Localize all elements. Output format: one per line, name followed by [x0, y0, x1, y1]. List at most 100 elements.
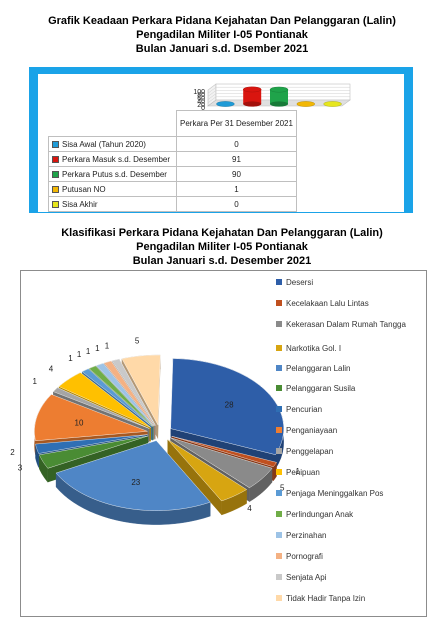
pie-data-label: 23	[131, 478, 140, 487]
legend-swatch	[276, 365, 282, 371]
pie-data-label: 4	[247, 504, 252, 513]
row-label-text: Sisa Awal (Tahun 2020)	[62, 139, 146, 149]
legend-key	[52, 140, 59, 148]
legend-swatch	[276, 279, 282, 285]
legend-swatch	[276, 490, 282, 496]
pie-chart-title: Klasifikasi Perkara Pidana Kejahatan Dan…	[0, 226, 444, 268]
pie-slice	[121, 354, 161, 426]
legend-label: Tidak Hadir Tanpa Izin	[286, 594, 366, 603]
y-tick-label: 60	[197, 95, 205, 102]
legend-swatch	[276, 469, 282, 475]
legend-swatch	[276, 385, 282, 391]
pie-data-label: 1	[296, 467, 301, 476]
legend-swatch	[276, 532, 282, 538]
pie-slice	[171, 436, 277, 468]
pie-data-label: 1	[105, 342, 110, 351]
pie-data-label: 1	[68, 354, 73, 363]
y-tick-label: 40	[197, 99, 205, 106]
pie-slice	[58, 372, 151, 428]
title-line: Bulan Januari s.d. Desember 2021	[132, 255, 312, 267]
legend-swatch	[276, 553, 282, 559]
bar-disc	[216, 101, 235, 107]
pie-slice-edge	[167, 439, 222, 515]
row-label-text: Putusan NO	[62, 184, 106, 194]
table-row: Putusan NO 1	[48, 181, 297, 197]
bar-top	[269, 86, 289, 93]
legend-swatch	[276, 406, 282, 412]
legend-label: Kekerasan Dalam Rumah Tangga	[286, 320, 406, 329]
legend-key	[52, 155, 59, 163]
gridline	[207, 83, 350, 91]
legend-label: Narkotika Gol. I	[286, 344, 342, 353]
table-row-label: Sisa Akhir	[48, 196, 177, 212]
table-row: Perkara Putus s.d. Desember 90	[48, 166, 297, 182]
legend-swatch	[276, 345, 282, 351]
legend-key	[52, 170, 59, 178]
pie-data-label: 1	[33, 377, 38, 386]
title-line: Grafik Keadaan Perkara Pidana Kejahatan …	[48, 15, 396, 27]
legend-swatch	[276, 595, 282, 601]
pie-slice	[35, 434, 148, 454]
legend-label: Pelanggaran Lalin	[286, 364, 351, 373]
legend-swatch	[276, 511, 282, 517]
pie-slice	[39, 435, 149, 469]
gridline	[207, 93, 350, 100]
legend-label: Penipuan	[286, 468, 320, 477]
pie-slice	[52, 387, 150, 429]
bar-chart-title: Grafik Keadaan Perkara Pidana Kejahatan …	[0, 14, 444, 56]
data-table: Perkara Per 31 Desember 2021 Sisa Awal (…	[48, 110, 297, 212]
pie-slice	[170, 437, 273, 488]
title-line: Pengadilan Militer I-05 Pontianak	[136, 241, 308, 253]
legend-label: Penganiayaan	[286, 426, 338, 435]
title-line: Pengadilan Militer I-05 Pontianak	[136, 29, 308, 41]
pie-slice	[88, 365, 154, 427]
legend-label: Perzinahan	[286, 531, 327, 540]
legend-swatch	[276, 321, 282, 327]
legend-label: Kecelakaan Lalu Lintas	[286, 299, 369, 308]
legend-label: Senjata Api	[286, 573, 327, 582]
y-tick-label: 100	[193, 89, 205, 96]
pie-data-label: 5	[280, 484, 285, 493]
pie-slice	[34, 394, 148, 441]
row-label-text: Perkara Masuk s.d. Desember	[62, 154, 171, 164]
legend-swatch	[276, 574, 282, 580]
gridline	[207, 96, 350, 104]
y-tick-label: 0	[201, 105, 205, 112]
legend-swatch	[276, 427, 282, 433]
legend-key	[52, 200, 59, 208]
pie-data-label: 1	[77, 350, 82, 359]
pie-data-label: 1	[86, 347, 91, 356]
bar-top	[242, 86, 262, 93]
legend-label: Pelanggaran Susila	[286, 384, 356, 393]
pie-slice	[170, 358, 284, 455]
legend-label: Penggelapan	[286, 447, 334, 456]
bar-disc	[296, 101, 315, 107]
pie-data-label: 4	[49, 365, 54, 374]
pie-data-label: 2	[10, 448, 15, 457]
legend-label: Pencurian	[286, 405, 323, 414]
pie-slice	[111, 358, 156, 426]
legend-swatch	[276, 300, 282, 306]
table-row-value: 0	[176, 196, 297, 212]
legend-swatch	[276, 448, 282, 454]
pie-slice	[167, 439, 247, 502]
row-label-text: Sisa Akhir	[62, 199, 98, 209]
legend-key	[52, 185, 59, 193]
bar-body	[243, 89, 262, 104]
legend-label: Pornografi	[286, 552, 323, 561]
table-row: Perkara Masuk s.d. Desember 91	[48, 151, 297, 167]
legend-label: Perlindungan Anak	[286, 510, 354, 519]
table-row: Sisa Akhir 0	[48, 196, 297, 212]
bar-body	[270, 89, 288, 104]
bar-base	[270, 101, 288, 107]
row-label-text: Perkara Putus s.d. Desember	[62, 169, 167, 179]
y-tick-label: 20	[197, 102, 205, 109]
y-tick-label: 80	[197, 92, 205, 99]
pie-data-label: 1	[95, 344, 100, 353]
legend-label: Desersi	[286, 278, 314, 287]
pie-slice	[81, 368, 153, 427]
title-line: Klasifikasi Perkara Pidana Kejahatan Dan…	[61, 227, 383, 239]
pie-slice	[55, 440, 211, 511]
